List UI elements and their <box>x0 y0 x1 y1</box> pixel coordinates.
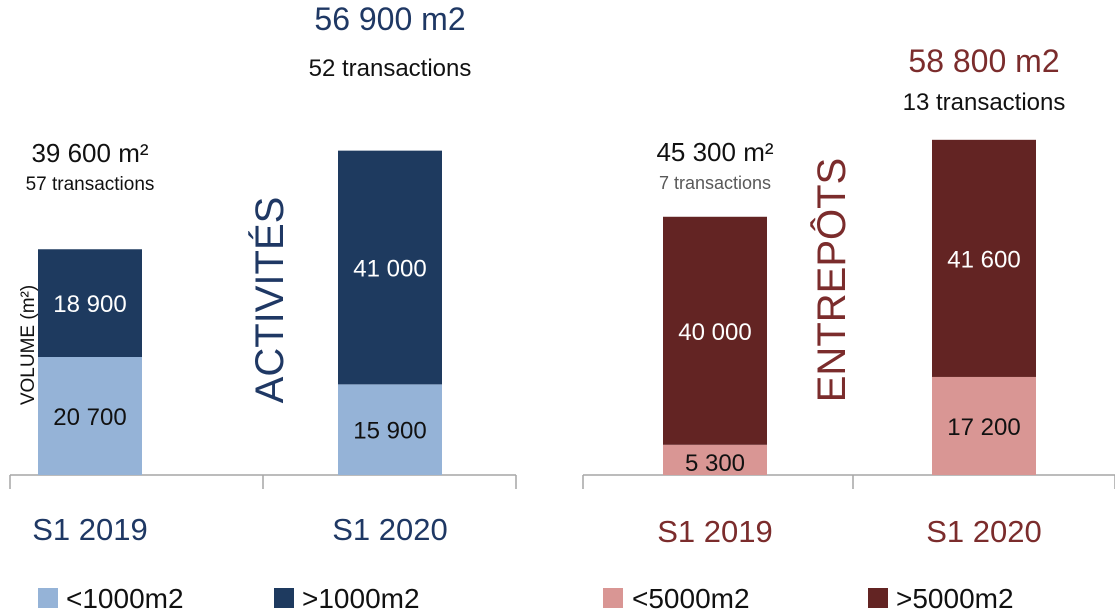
legend-label: >5000m2 <box>896 583 1014 614</box>
legend-swatch <box>38 588 58 608</box>
bar-value-label: 41 600 <box>947 246 1020 273</box>
bar-value-label: 18 900 <box>53 291 126 318</box>
bar-value-label: 17 200 <box>947 414 1020 441</box>
bar-total-transactions: 13 transactions <box>903 89 1066 116</box>
legend-swatch <box>274 588 294 608</box>
section-side-label: ACTIVITÉS <box>247 197 292 404</box>
x-tick-label: S1 2020 <box>332 512 448 547</box>
bar-total-volume: 39 600 m² <box>31 138 148 168</box>
bar-segment-entrepots-small <box>932 376 1036 475</box>
bar-segment-activites-small <box>38 357 142 475</box>
bar-value-label: 20 700 <box>53 404 126 431</box>
legend-label: <5000m2 <box>632 583 750 614</box>
bar-segment-activites-small <box>338 384 442 475</box>
bar-total-transactions: 7 transactions <box>659 173 771 193</box>
bar-total-transactions: 57 transactions <box>26 174 155 195</box>
bar-segment-activites-large <box>38 249 142 357</box>
bar-segment-entrepots-large <box>932 139 1036 377</box>
legend-label: <1000m2 <box>66 583 184 614</box>
legend-swatch <box>603 588 623 608</box>
bar-segment-entrepots-large <box>663 216 767 445</box>
bar-total-transactions: 52 transactions <box>309 55 472 82</box>
bar-total-volume: 45 300 m² <box>656 137 773 167</box>
bar-value-label: 15 900 <box>353 418 426 445</box>
bar-total-volume: 58 800 m2 <box>908 43 1059 79</box>
x-tick-label: S1 2019 <box>32 512 148 547</box>
bar-total-volume: 56 900 m2 <box>314 1 465 37</box>
section-side-label: ENTREPÔTS <box>809 158 854 402</box>
legend-label: >1000m2 <box>302 583 420 614</box>
bar-value-label: 5 300 <box>685 450 745 477</box>
bar-segment-activites-large <box>338 150 442 385</box>
bar-value-label: 40 000 <box>678 319 751 346</box>
y-axis-label: VOLUME (m²) <box>18 285 39 405</box>
bar-segment-entrepots-small <box>663 444 767 475</box>
x-tick-label: S1 2019 <box>657 514 773 549</box>
bar-value-label: 41 000 <box>353 256 426 283</box>
x-tick-label: S1 2020 <box>926 514 1042 549</box>
legend-swatch <box>868 588 888 608</box>
